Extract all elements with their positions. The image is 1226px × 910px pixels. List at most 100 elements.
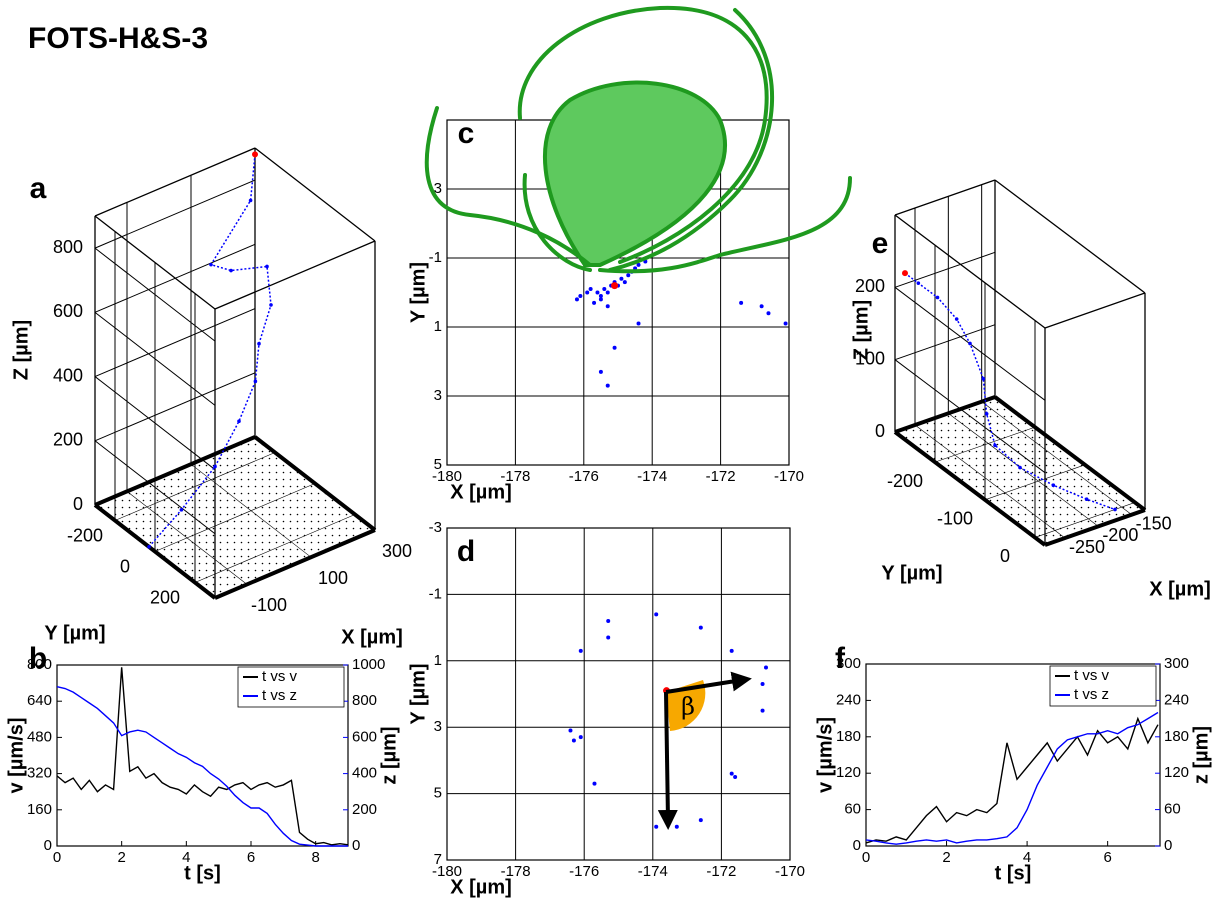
highlight-point bbox=[611, 282, 619, 290]
trajectory-point bbox=[993, 443, 997, 448]
y2-tick-label: 200 bbox=[352, 801, 377, 818]
y-tick-label: 7 bbox=[434, 851, 442, 868]
z-tick-label: 400 bbox=[53, 365, 83, 385]
trajectory-point bbox=[1018, 465, 1022, 470]
trajectory-point bbox=[902, 270, 908, 277]
trajectory-point bbox=[147, 545, 151, 549]
angle-wedge bbox=[666, 680, 706, 731]
y-tick-label: 240 bbox=[836, 691, 861, 708]
y2-axis-title: z [µm] bbox=[1190, 726, 1212, 784]
z-tick-label: 0 bbox=[875, 421, 885, 441]
grid-line bbox=[154, 483, 316, 552]
point bbox=[783, 321, 788, 326]
y2-tick-label: 0 bbox=[1164, 837, 1172, 854]
y-tick-label: -200 bbox=[67, 525, 103, 545]
grid-line bbox=[894, 324, 996, 361]
box-edge bbox=[94, 215, 216, 310]
point bbox=[578, 648, 583, 653]
trajectory-point bbox=[265, 264, 269, 269]
trajectory bbox=[148, 154, 272, 548]
box-edge bbox=[994, 179, 1146, 294]
y2-tick-label: 240 bbox=[1164, 691, 1189, 708]
x-tick-label: 6 bbox=[1103, 849, 1111, 866]
y-tick-label: 0 bbox=[1000, 546, 1010, 566]
series-line bbox=[56, 686, 348, 847]
y2-tick-label: 60 bbox=[1164, 801, 1181, 818]
point bbox=[636, 262, 641, 267]
y-tick-label: 200 bbox=[150, 587, 180, 607]
floor-edge bbox=[893, 430, 1047, 547]
y-tick-label: 320 bbox=[27, 765, 52, 782]
z-tick-label: 0 bbox=[73, 494, 83, 514]
trajectory-point bbox=[269, 303, 273, 307]
point bbox=[571, 738, 576, 743]
y-tick-label: 0 bbox=[120, 556, 130, 576]
point bbox=[626, 273, 631, 278]
grid-line bbox=[894, 251, 996, 288]
box-edge bbox=[894, 214, 1046, 329]
point bbox=[605, 304, 610, 309]
trajectory-point bbox=[1051, 483, 1056, 488]
cell-contour bbox=[608, 8, 774, 272]
y2-tick-label: 300 bbox=[1164, 655, 1189, 672]
point bbox=[698, 818, 703, 823]
point bbox=[739, 300, 744, 305]
point bbox=[598, 293, 603, 298]
point bbox=[598, 369, 603, 374]
cell-outline bbox=[424, 5, 852, 274]
x-tick-label: 2 bbox=[942, 849, 950, 866]
y-tick-label: 5 bbox=[434, 785, 442, 802]
trajectory-point bbox=[248, 198, 253, 203]
point bbox=[606, 618, 611, 623]
floor-edge bbox=[94, 435, 256, 507]
trajectory bbox=[904, 272, 1116, 511]
z-axis-title: Z [µm] bbox=[10, 320, 32, 380]
point bbox=[568, 728, 573, 733]
point bbox=[674, 824, 679, 829]
point bbox=[636, 321, 641, 326]
z-tick-label: 200 bbox=[53, 430, 83, 450]
floor-edge bbox=[894, 395, 996, 434]
direction-arrow bbox=[657, 691, 678, 830]
y-axis-title: v [µm/s] bbox=[814, 717, 836, 793]
y-tick-label: 3 bbox=[434, 387, 442, 404]
grid-line bbox=[194, 514, 356, 583]
point bbox=[578, 735, 583, 740]
x-tick-label: -200 bbox=[1102, 525, 1138, 545]
point bbox=[585, 290, 590, 295]
trajectory-point bbox=[1084, 497, 1089, 502]
point bbox=[729, 771, 734, 776]
z-tick-label: 800 bbox=[53, 237, 83, 257]
x-tick-label: -174 bbox=[638, 863, 668, 880]
plot-frame bbox=[865, 663, 1161, 847]
trajectory-point bbox=[179, 508, 184, 512]
legend-label: t vs v bbox=[1074, 667, 1110, 684]
z-axis-title: Z [µm] bbox=[850, 300, 872, 360]
box-edge bbox=[1044, 292, 1146, 329]
x-tick-label: -250 bbox=[1069, 537, 1105, 557]
grid-line bbox=[94, 308, 256, 378]
trajectory-point bbox=[981, 376, 986, 381]
floor-edge bbox=[993, 395, 1147, 512]
trajectory-point bbox=[954, 317, 959, 321]
point bbox=[759, 304, 764, 309]
y2-tick-label: 1000 bbox=[352, 656, 385, 673]
y-tick-label: 800 bbox=[27, 656, 52, 673]
panel-label: e bbox=[872, 227, 889, 260]
trajectory-point bbox=[213, 464, 217, 469]
y-axis-title: Y [µm] bbox=[881, 562, 942, 584]
y-tick-label: -3 bbox=[429, 519, 442, 536]
point bbox=[588, 287, 593, 292]
x-tick-label: -100 bbox=[251, 595, 287, 615]
x-tick-label: -172 bbox=[706, 468, 736, 485]
point bbox=[654, 612, 659, 617]
y-axis-title: Y [µm] bbox=[407, 663, 429, 724]
y-tick-label: 60 bbox=[844, 801, 861, 818]
cell-body bbox=[543, 80, 727, 267]
x-tick-label: -176 bbox=[569, 863, 599, 880]
trajectory-point bbox=[916, 281, 921, 285]
x-tick-label: 4 bbox=[1023, 849, 1031, 866]
x-tick-label: 0 bbox=[862, 849, 870, 866]
box-edge bbox=[94, 147, 256, 217]
